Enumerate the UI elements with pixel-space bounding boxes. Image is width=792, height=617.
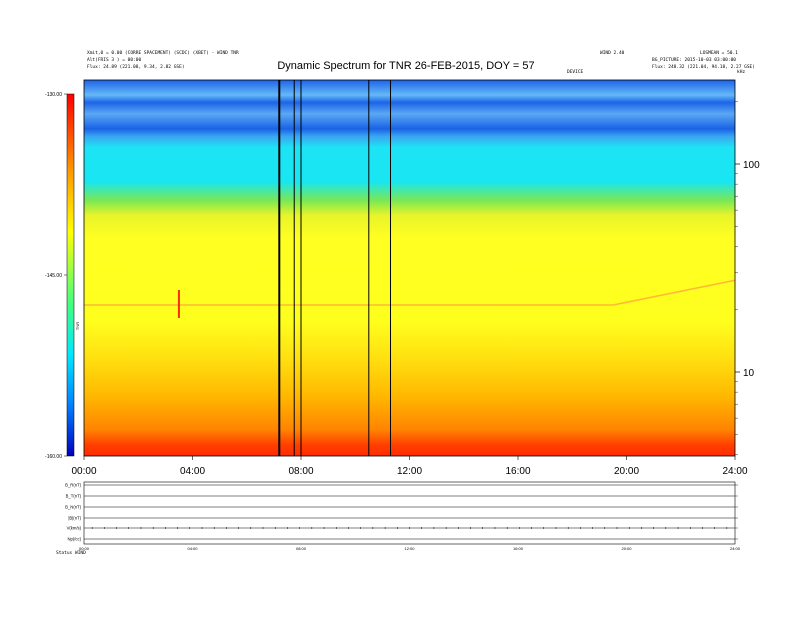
panel-label: B_T(nT)	[66, 494, 82, 499]
x-tick-label: 16:00	[505, 466, 530, 477]
x-tick-label: 12:00	[397, 466, 422, 477]
colorbar-tick-label: -130.00	[45, 92, 62, 98]
x-tick-label: 00:00	[71, 466, 96, 477]
colorbar-bar	[66, 93, 75, 457]
footer-status-value: WIND	[75, 551, 86, 556]
lower-panels: B_R(nT) B_T(nT) B_N(nT) |B|(nT) V(km/s) Np(/c…	[65, 481, 741, 551]
lower-tick-label: 08:00	[296, 546, 307, 551]
colorbar-tick-label: -145.00	[45, 273, 62, 279]
header-device: DEVICE	[567, 70, 584, 75]
lower-tick-label: 04:00	[187, 546, 198, 551]
header-right-1: WIND 2.40	[600, 51, 625, 56]
spectrum-field	[84, 80, 735, 456]
lower-tick-label: 12:00	[404, 546, 415, 551]
header-right-2: LOSMEAN = 50.1	[700, 51, 738, 56]
panel-label: V(km/s)	[67, 526, 82, 531]
lower-frame	[83, 481, 736, 545]
lower-tick-label: 24:00	[730, 546, 741, 551]
header-left-2: Alt(FRIS 3 ) = 00:00	[87, 58, 142, 63]
header-left-3: Flux: 24.89 (221.08, 9.34, 2.82 GSE)	[87, 65, 185, 70]
axes: 00:00 04:00 08:00 12:00 16:00 20:00 24:00 10 100	[71, 101, 760, 477]
colorbar-tick-label: -160.00	[45, 454, 62, 460]
panel-label: |B|(nT)	[68, 516, 81, 521]
colorbar-label: TNR	[75, 322, 80, 330]
header-right-3: BG_PICTURE: 2015-10-03 03:00:00	[652, 58, 736, 63]
x-tick-label: 08:00	[288, 466, 313, 477]
x-tick-label: 24:00	[722, 466, 747, 477]
x-tick-label: 20:00	[614, 466, 639, 477]
header-left-1: Xmit,0 = 0.00 (CORRE SPACEMENT) (SCDC) (…	[87, 51, 239, 56]
footer-status-label: Status	[56, 551, 73, 556]
y-tick-label: 10	[743, 368, 755, 379]
emission-line	[84, 279, 736, 306]
header-right-4: Flux: 248.32 (221.04, 94.18, 2.27 GSE)	[652, 65, 755, 70]
lower-tick-label: 20:00	[621, 546, 632, 551]
x-tick-label: 04:00	[180, 466, 205, 477]
colorbar: -130.00 -145.00 -160.00	[45, 92, 75, 460]
lower-tick-label: 00:00	[79, 546, 90, 551]
chart-title: Dynamic Spectrum for TNR 26-FEB-2015, DO…	[277, 60, 534, 72]
lower-tick-label: 16:00	[513, 546, 524, 551]
header-units: kHz	[737, 70, 746, 75]
panel-label: B_N(nT)	[65, 505, 81, 510]
y-tick-label: 100	[743, 160, 760, 171]
panel-label: B_R(nT)	[65, 483, 81, 488]
spectrum-plot	[83, 79, 736, 457]
panel-label: Np(/cc)	[68, 537, 82, 542]
